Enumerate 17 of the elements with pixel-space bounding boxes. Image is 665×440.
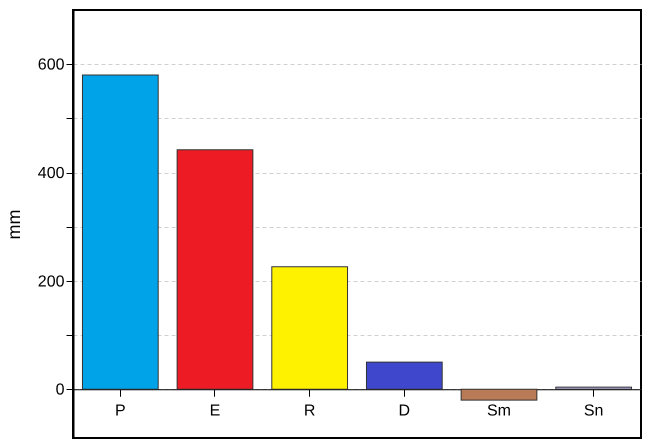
bar (271, 266, 348, 390)
x-tick-label: Sn (584, 402, 604, 420)
bar (176, 149, 254, 390)
x-tick-label: E (210, 402, 220, 420)
y-tick-label: 0 (56, 382, 65, 399)
bar (555, 386, 632, 390)
bar (460, 388, 538, 401)
y-tick-label: 600 (38, 56, 65, 74)
bar (82, 74, 159, 390)
y-tick-label: 400 (38, 165, 65, 182)
y-axis-title: mm (4, 210, 24, 240)
x-tick-label: R (304, 402, 316, 420)
x-tick-label: D (398, 402, 410, 420)
x-tick-label: P (114, 402, 126, 420)
x-tick-label: Sm (487, 402, 511, 420)
bar (366, 362, 443, 390)
y-tick-label: 200 (38, 273, 65, 290)
